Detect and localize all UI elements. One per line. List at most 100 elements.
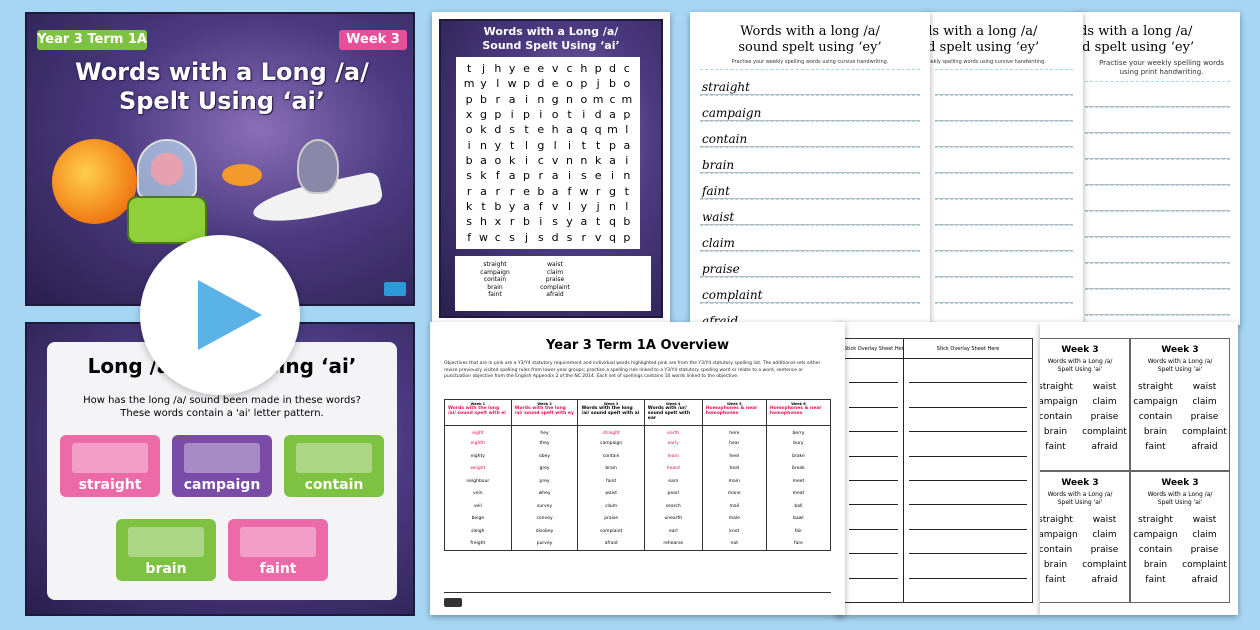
grid-letter[interactable]: y [508, 199, 516, 213]
grid-letter[interactable]: o [623, 77, 631, 91]
grid-letter[interactable]: l [496, 77, 500, 91]
grid-letter[interactable]: s [509, 123, 516, 137]
grid-letter[interactable]: p [465, 92, 473, 106]
grid-letter[interactable]: o [551, 107, 559, 121]
grid-letter[interactable]: p [594, 62, 602, 75]
grid-letter[interactable]: y [494, 138, 502, 152]
grid-letter[interactable]: o [580, 92, 588, 106]
grid-letter[interactable]: v [551, 153, 559, 167]
grid-letter[interactable]: i [510, 107, 514, 121]
grid-letter[interactable]: o [465, 123, 473, 137]
grid-letter[interactable]: c [566, 62, 573, 75]
grid-letter[interactable]: i [582, 107, 586, 121]
grid-letter[interactable]: p [623, 107, 631, 121]
grid-letter[interactable]: r [538, 169, 544, 183]
grid-letter[interactable]: i [567, 138, 572, 152]
grid-letter[interactable]: f [567, 184, 572, 198]
grid-letter[interactable]: g [609, 184, 616, 198]
grid-letter[interactable]: n [566, 153, 573, 167]
play-button[interactable] [140, 235, 300, 395]
grid-letter[interactable]: l [625, 123, 629, 137]
grid-letter[interactable]: r [495, 184, 501, 198]
grid-letter[interactable]: b [465, 153, 473, 167]
grid-letter[interactable]: o [494, 153, 502, 167]
grid-letter[interactable]: p [494, 107, 502, 121]
grid-letter[interactable]: d [594, 107, 602, 121]
grid-letter[interactable]: e [594, 169, 602, 183]
grid-letter[interactable]: y [580, 199, 588, 213]
grid-letter[interactable]: q [609, 230, 616, 244]
grid-letter[interactable]: p [523, 169, 530, 183]
grid-letter[interactable]: j [524, 230, 529, 244]
grid-letter[interactable]: l [625, 199, 629, 213]
grid-letter[interactable]: n [566, 92, 573, 106]
grid-letter[interactable]: v [551, 62, 559, 75]
grid-letter[interactable]: h [494, 62, 502, 75]
grid-letter[interactable]: t [509, 138, 515, 152]
grid-letter[interactable]: e [551, 77, 559, 91]
grid-letter[interactable]: s [580, 169, 587, 183]
grid-letter[interactable]: p [580, 77, 588, 91]
grid-letter[interactable]: k [480, 123, 487, 137]
grid-letter[interactable]: t [624, 184, 629, 198]
grid-letter[interactable]: a [508, 169, 516, 183]
grid-letter[interactable]: c [494, 230, 501, 244]
grid-letter[interactable]: r [509, 184, 515, 198]
grid-letter[interactable]: k [480, 169, 487, 183]
grid-letter[interactable]: j [596, 199, 600, 213]
grid-letter[interactable]: i [625, 153, 629, 167]
grid-letter[interactable]: s [466, 215, 473, 229]
grid-letter[interactable]: r [595, 184, 601, 198]
grid-letter[interactable]: p [609, 138, 616, 152]
grid-letter[interactable]: q [594, 123, 602, 137]
grid-letter[interactable]: d [551, 230, 559, 244]
grid-letter[interactable]: b [609, 77, 616, 91]
grid-letter[interactable]: v [594, 230, 602, 244]
grid-letter[interactable]: b [523, 215, 530, 229]
grid-letter[interactable]: n [609, 199, 616, 213]
grid-letter[interactable]: q [609, 215, 616, 229]
grid-letter[interactable]: c [537, 153, 544, 167]
grid-letter[interactable]: i [539, 107, 543, 121]
grid-letter[interactable]: e [523, 184, 530, 198]
grid-letter[interactable]: a [480, 153, 487, 167]
grid-letter[interactable]: i [539, 215, 543, 229]
grid-letter[interactable]: y [480, 77, 487, 91]
grid-letter[interactable]: t [595, 215, 601, 229]
grid-letter[interactable]: m [592, 92, 604, 106]
grid-letter[interactable]: q [580, 123, 588, 137]
grid-letter[interactable]: n [623, 169, 631, 183]
grid-letter[interactable]: a [523, 199, 530, 213]
grid-letter[interactable]: i [524, 153, 529, 167]
grid-letter[interactable]: p [623, 230, 631, 244]
grid-letter[interactable]: s [466, 169, 473, 183]
grid-letter[interactable]: h [580, 62, 588, 75]
grid-letter[interactable]: k [594, 153, 602, 167]
grid-letter[interactable]: n [580, 153, 588, 167]
grid-letter[interactable]: a [609, 107, 616, 121]
grid-letter[interactable]: w [579, 184, 589, 198]
grid-letter[interactable]: a [580, 215, 588, 229]
grid-letter[interactable]: l [524, 138, 529, 152]
grid-letter[interactable]: x [465, 107, 473, 121]
grid-letter[interactable]: t [567, 107, 572, 121]
grid-letter[interactable]: w [478, 230, 488, 244]
grid-letter[interactable]: d [537, 77, 545, 91]
grid-letter[interactable]: s [509, 230, 516, 244]
grid-letter[interactable]: g [537, 138, 545, 152]
grid-letter[interactable]: s [537, 230, 544, 244]
grid-letter[interactable]: m [463, 77, 475, 91]
grid-letter[interactable]: c [623, 62, 630, 75]
grid-letter[interactable]: f [538, 199, 543, 213]
grid-letter[interactable]: a [508, 92, 516, 106]
grid-letter[interactable]: w [507, 77, 517, 91]
grid-letter[interactable]: i [610, 169, 615, 183]
grid-letter[interactable]: j [481, 62, 486, 75]
grid-letter[interactable]: f [495, 169, 500, 183]
grid-letter[interactable]: r [509, 215, 515, 229]
grid-letter[interactable]: h [480, 215, 487, 229]
grid-letter[interactable]: t [467, 62, 472, 75]
grid-letter[interactable]: d [494, 123, 502, 137]
grid-letter[interactable]: t [524, 123, 529, 137]
grid-letter[interactable]: c [609, 92, 616, 106]
